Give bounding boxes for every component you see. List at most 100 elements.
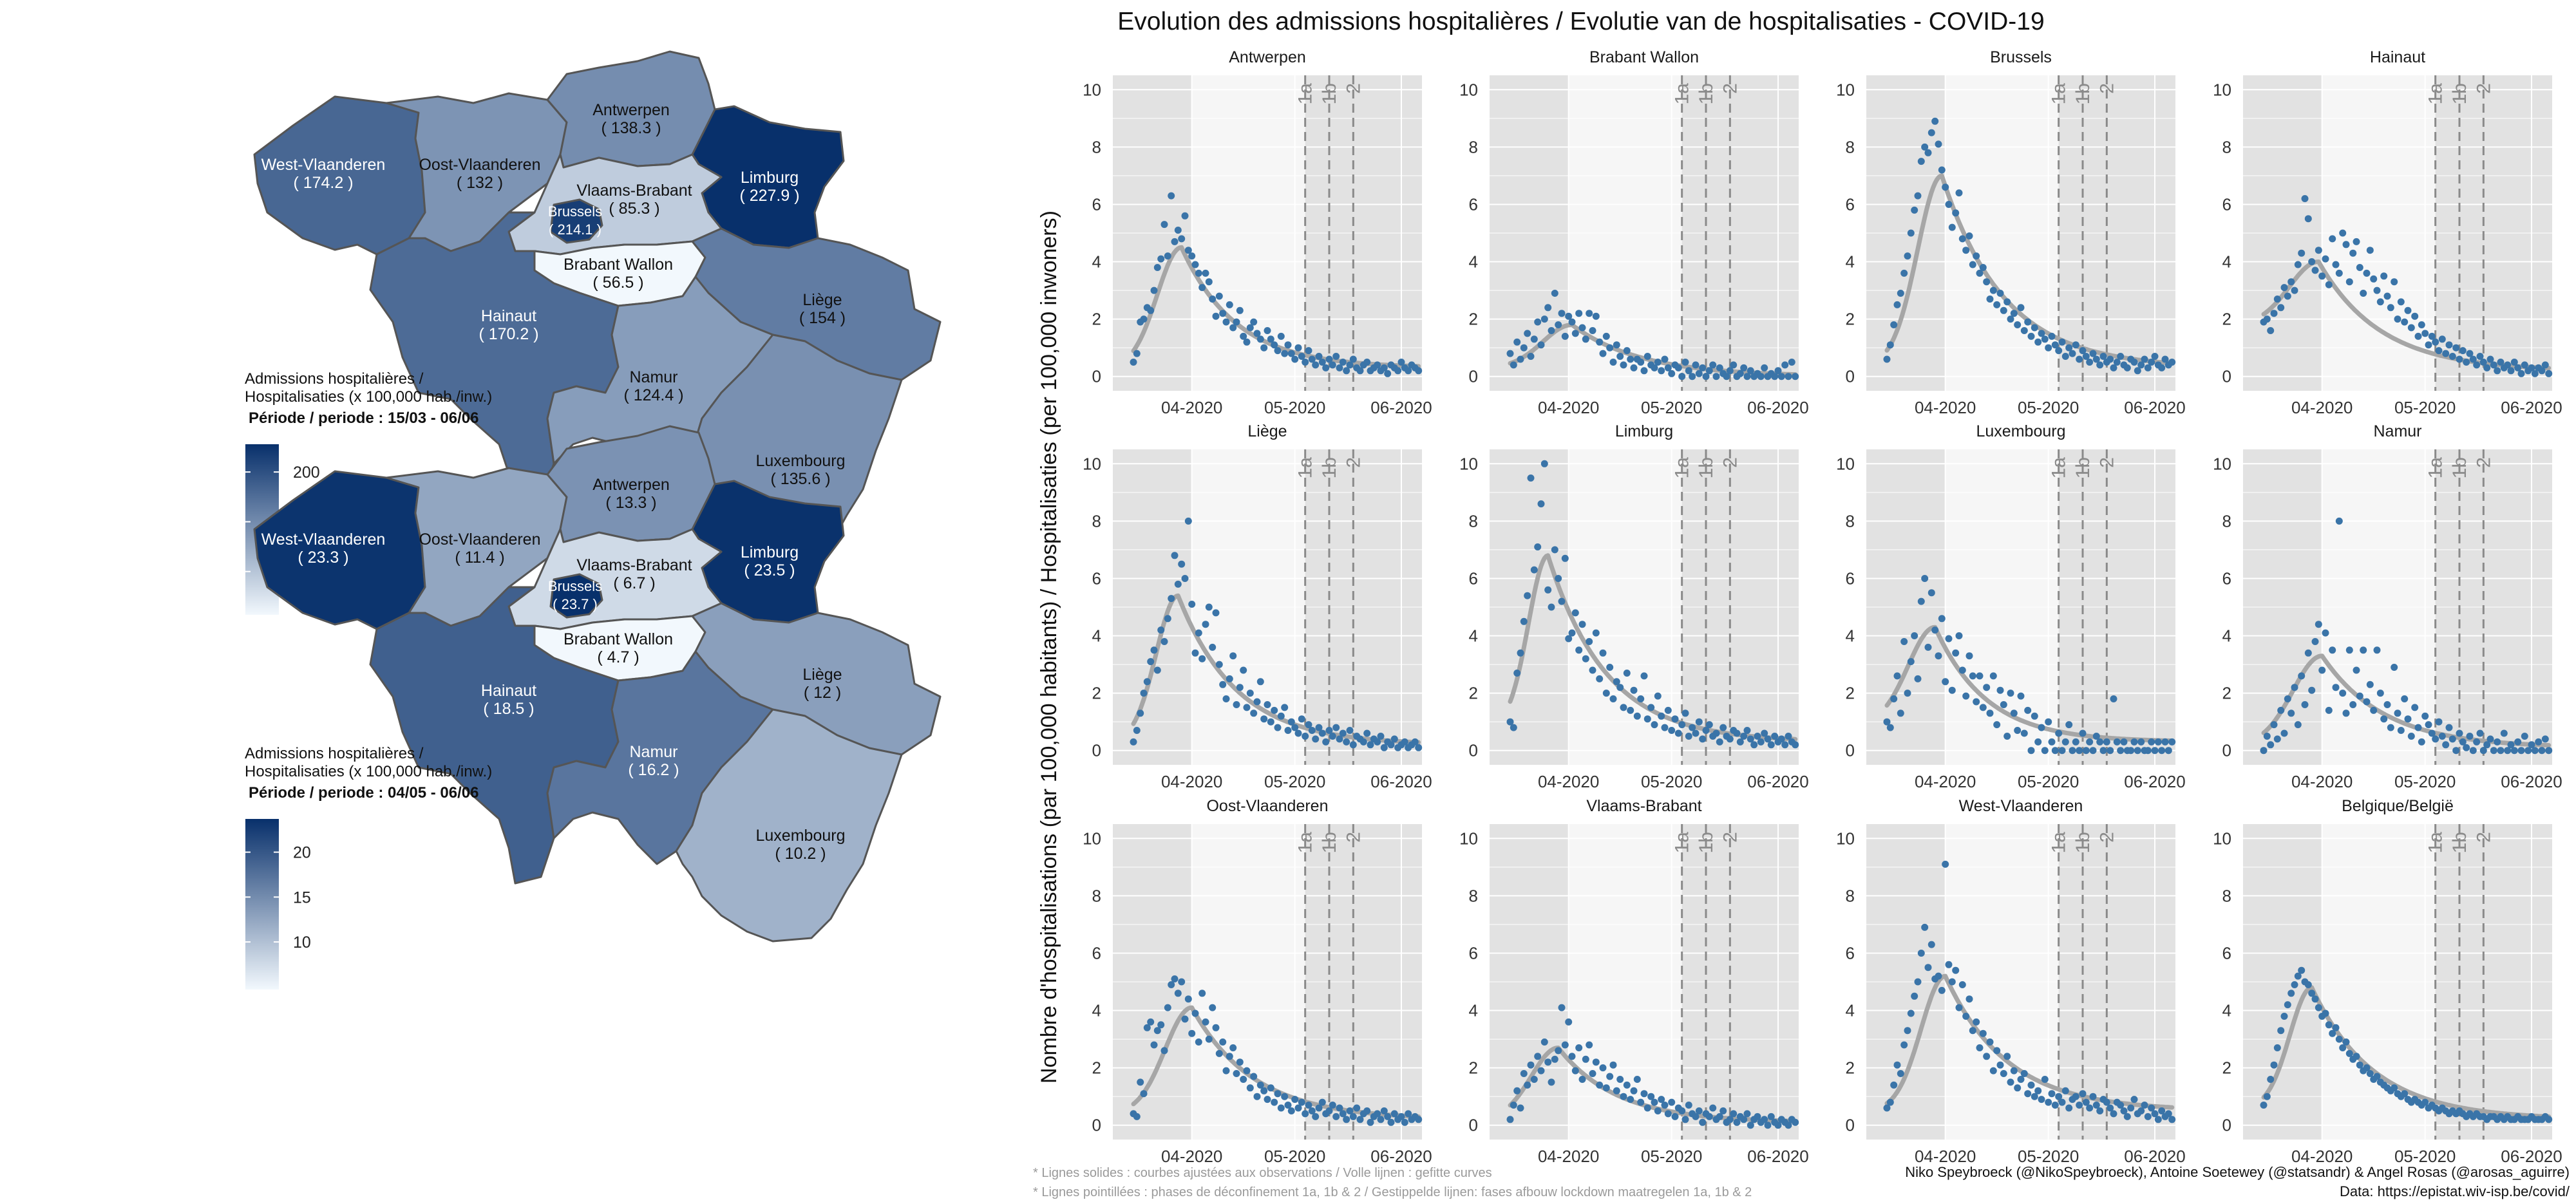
data-point bbox=[2284, 1001, 2291, 1009]
data-point bbox=[2092, 355, 2100, 363]
y-tick-label: 6 bbox=[1846, 943, 1855, 963]
data-point bbox=[1302, 359, 1309, 366]
data-point bbox=[1582, 1055, 1589, 1063]
y-tick-label: 4 bbox=[1092, 1001, 1101, 1020]
data-point bbox=[1325, 727, 1333, 734]
region-value-luxembourg: ( 10.2 ) bbox=[775, 845, 826, 863]
data-point bbox=[1377, 733, 1385, 740]
data-point bbox=[1931, 626, 1939, 634]
data-point bbox=[1212, 609, 1220, 617]
region-name-luxembourg: Luxembourg bbox=[756, 452, 846, 470]
data-point bbox=[2158, 1107, 2166, 1114]
data-point bbox=[2486, 355, 2494, 363]
data-point bbox=[2356, 1061, 2363, 1069]
data-point bbox=[2463, 359, 2470, 366]
y-tick-label: 6 bbox=[1846, 194, 1855, 214]
y-tick-label: 2 bbox=[2222, 684, 2231, 703]
data-point bbox=[1592, 312, 1600, 320]
data-point bbox=[1153, 1027, 1161, 1035]
data-point bbox=[1962, 1013, 1970, 1020]
data-point bbox=[1692, 729, 1700, 737]
data-point bbox=[1260, 715, 1268, 723]
y-tick-label: 4 bbox=[1846, 1001, 1855, 1020]
data-point bbox=[1510, 724, 1517, 731]
data-point bbox=[1658, 712, 1665, 720]
legend-tick-label: 200 bbox=[293, 464, 320, 482]
phase-label: 1b bbox=[2449, 832, 2470, 853]
data-point bbox=[1561, 332, 1569, 340]
data-point bbox=[1209, 643, 1217, 651]
data-point bbox=[1996, 290, 2004, 297]
data-point bbox=[2380, 715, 2388, 723]
data-point bbox=[1781, 361, 1789, 369]
data-point bbox=[1743, 727, 1751, 734]
data-point bbox=[2311, 995, 2319, 1003]
data-point bbox=[1685, 367, 1692, 375]
data-point bbox=[2407, 733, 2415, 740]
data-point bbox=[1616, 353, 1624, 360]
data-point bbox=[2414, 332, 2422, 340]
data-point bbox=[2370, 275, 2378, 283]
data-point bbox=[2079, 1090, 2087, 1098]
data-point bbox=[1198, 655, 1206, 662]
data-point bbox=[1924, 149, 1932, 156]
data-point bbox=[1785, 1122, 1792, 1129]
data-points bbox=[2260, 966, 2553, 1123]
data-point bbox=[2045, 718, 2052, 726]
data-point bbox=[1777, 735, 1785, 743]
data-point bbox=[1890, 321, 1898, 328]
data-point bbox=[1291, 1096, 1299, 1103]
data-point bbox=[1147, 658, 1155, 666]
data-points bbox=[1883, 575, 2176, 755]
data-point bbox=[2366, 247, 2374, 254]
data-point bbox=[1599, 350, 1607, 357]
map-2-regions bbox=[253, 425, 942, 943]
data-point bbox=[2089, 1093, 2097, 1100]
data-point bbox=[2407, 324, 2415, 332]
data-point bbox=[2260, 1102, 2268, 1109]
data-point bbox=[1284, 341, 1292, 349]
data-point bbox=[1544, 1058, 1552, 1066]
data-point bbox=[1558, 1004, 1566, 1011]
data-point bbox=[1764, 1122, 1772, 1129]
data-point bbox=[1586, 310, 1593, 317]
data-point bbox=[1712, 373, 1720, 380]
data-point bbox=[2411, 312, 2419, 320]
data-point bbox=[1160, 221, 1168, 229]
data-point bbox=[1658, 1096, 1665, 1103]
data-point bbox=[2308, 990, 2316, 997]
data-point bbox=[1586, 638, 1593, 645]
data-point bbox=[1160, 1047, 1168, 1055]
data-point bbox=[1520, 344, 1528, 352]
data-point bbox=[1921, 923, 1929, 931]
x-tick-label: 04-2020 bbox=[1915, 772, 1976, 791]
fitted-curve bbox=[2261, 653, 2552, 748]
data-point bbox=[1256, 335, 1264, 343]
data-point bbox=[1287, 1107, 1295, 1114]
data-point bbox=[1558, 310, 1566, 317]
data-point bbox=[1989, 1067, 1997, 1075]
data-point bbox=[1312, 361, 1320, 369]
phase-label: 2 bbox=[1719, 83, 1741, 94]
phase-label: 1b bbox=[1696, 83, 1717, 104]
data-point bbox=[1271, 1098, 1278, 1106]
y-tick-label: 0 bbox=[1092, 741, 1101, 760]
data-point bbox=[1329, 733, 1336, 740]
data-point bbox=[1367, 741, 1374, 749]
data-point bbox=[1979, 264, 1987, 271]
panel-title: Oost-Vlaanderen bbox=[1206, 797, 1328, 815]
data-point bbox=[1513, 1087, 1521, 1094]
data-point bbox=[1575, 1044, 1583, 1051]
data-point bbox=[1336, 364, 1343, 371]
data-point bbox=[1904, 1027, 1911, 1035]
data-point bbox=[2110, 364, 2117, 371]
data-point bbox=[2335, 269, 2343, 277]
data-point bbox=[2342, 241, 2350, 249]
data-point bbox=[1647, 1093, 1655, 1100]
data-point bbox=[2161, 738, 2169, 746]
data-point bbox=[2168, 359, 2176, 366]
data-point bbox=[1359, 738, 1367, 746]
data-point bbox=[1405, 1110, 1412, 1118]
data-point bbox=[2161, 355, 2169, 363]
